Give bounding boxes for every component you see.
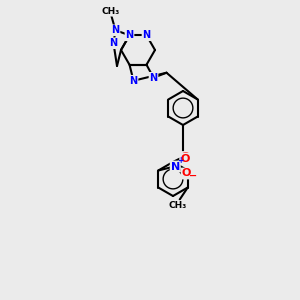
Text: N: N [111,25,120,35]
Text: O: O [181,154,190,164]
Text: CH₃: CH₃ [101,7,120,16]
Text: N: N [142,30,151,40]
Text: N: N [171,161,180,172]
Text: +: + [177,156,183,165]
Text: O: O [180,152,190,162]
Text: N: N [129,76,138,86]
Text: N: N [125,30,134,40]
Text: O: O [182,169,191,178]
Text: N: N [149,73,158,83]
Text: CH₃: CH₃ [169,201,187,210]
Text: −: − [189,170,197,181]
Text: N: N [110,38,118,48]
